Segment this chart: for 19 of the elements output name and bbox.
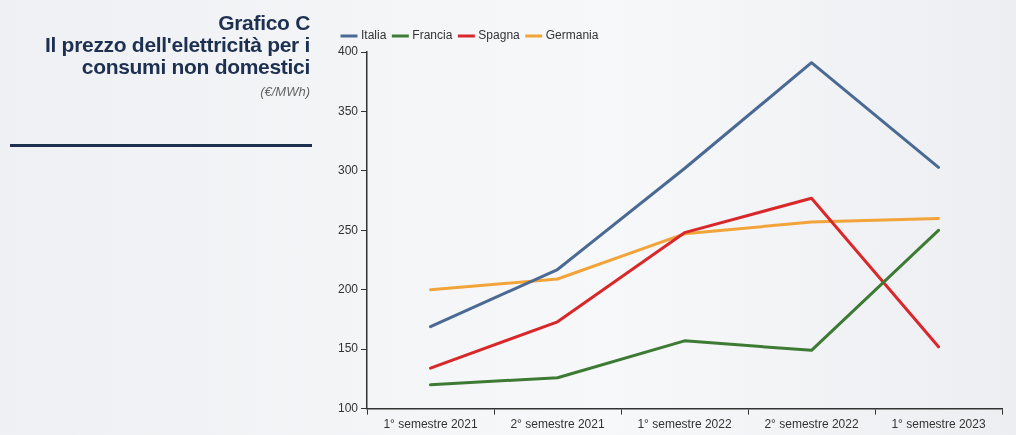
x-tick-label: 1° semestre 2021 [383,417,478,432]
y-tick-label: 200 [337,282,359,297]
y-tick-label: 100 [337,400,359,415]
y-tick-label: 250 [337,222,359,237]
y-tick-label: 400 [337,44,359,59]
legend-label: Italia [361,28,387,43]
y-axis-title: (€/MWh) [259,84,310,99]
y-tick-label: 150 [337,341,359,356]
chart-title: Grafico C [217,11,310,34]
x-tick-label: 1° semestre 2022 [637,417,732,432]
y-tick-label: 350 [337,103,359,118]
legend-label: Francia [412,28,453,43]
legend-label: Germania [545,28,599,43]
x-tick-label: 2° semestre 2022 [764,417,859,432]
text: Il prezzo dell'elettricità per i consumi non domestici [44,33,310,78]
y-tick-label: 300 [337,163,359,178]
x-tick-label: 2° semestre 2021 [510,417,605,432]
x-tick-label: 1° semestre 2023 [891,417,986,432]
legend-label: Spagna [478,28,521,43]
